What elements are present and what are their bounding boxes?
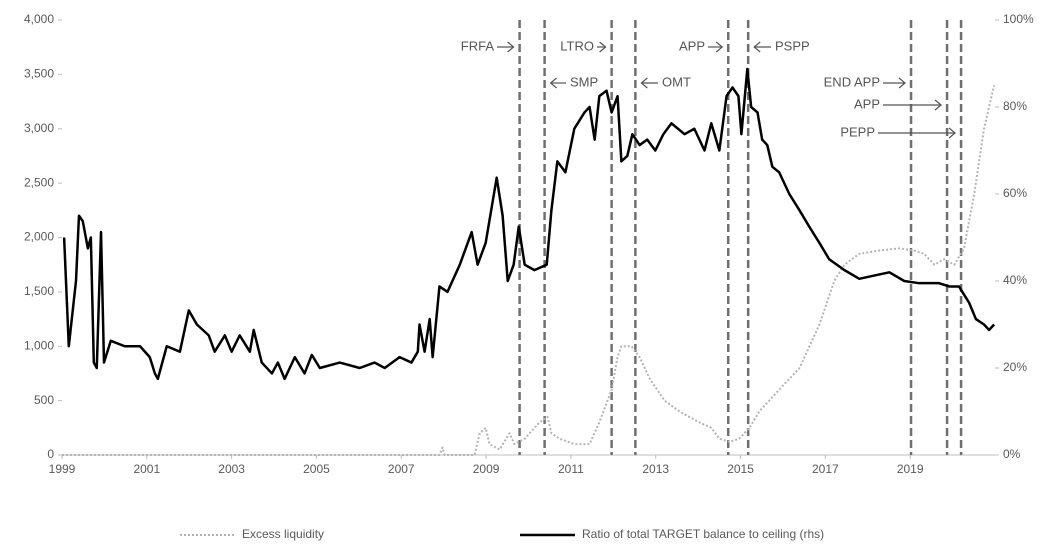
event-arrowhead bbox=[549, 77, 557, 89]
y2-tick-label: 20% bbox=[1003, 360, 1027, 374]
y2-tick-label: 100% bbox=[1003, 12, 1034, 26]
y-tick-label: 2,000 bbox=[24, 230, 54, 244]
y-tick-label: 1,000 bbox=[24, 338, 54, 352]
series-line bbox=[62, 67, 996, 381]
event-label: OMT bbox=[662, 74, 691, 89]
x-tick-label: 2001 bbox=[133, 462, 160, 476]
y-tick-label: 2,500 bbox=[24, 175, 54, 189]
event-arrowhead bbox=[934, 99, 943, 111]
x-tick-label: 2011 bbox=[558, 462, 584, 476]
x-tick-label: 2019 bbox=[897, 462, 924, 476]
x-tick-label: 1999 bbox=[49, 462, 76, 476]
x-tick-label: 2009 bbox=[473, 462, 500, 476]
event-label: FRFA bbox=[461, 38, 495, 53]
event-label: PSPP bbox=[775, 38, 810, 53]
x-tick-label: 2017 bbox=[812, 462, 839, 476]
event-arrowhead bbox=[753, 41, 761, 53]
series-line bbox=[62, 85, 996, 456]
event-label: SMP bbox=[570, 74, 598, 89]
x-tick-label: 2003 bbox=[218, 462, 245, 476]
y2-tick-label: 0% bbox=[1003, 447, 1021, 461]
x-tick-label: 2007 bbox=[388, 462, 415, 476]
event-label: END APP bbox=[824, 74, 880, 89]
y-tick-label: 3,500 bbox=[24, 67, 54, 81]
event-label: APP bbox=[679, 38, 705, 53]
y2-tick-label: 60% bbox=[1003, 186, 1027, 200]
event-arrowhead bbox=[640, 77, 648, 89]
y-tick-label: 500 bbox=[34, 393, 54, 407]
event-arrowhead bbox=[715, 41, 724, 53]
event-arrowhead bbox=[599, 41, 607, 53]
y-tick-label: 0 bbox=[47, 447, 54, 461]
y-tick-label: 3,000 bbox=[24, 121, 54, 135]
x-tick-label: 2005 bbox=[303, 462, 330, 476]
legend-label: Excess liquidity bbox=[242, 527, 324, 541]
y2-tick-label: 80% bbox=[1003, 99, 1027, 113]
y2-tick-label: 40% bbox=[1003, 273, 1027, 287]
y-tick-label: 4,000 bbox=[24, 12, 54, 26]
event-label: LTRO bbox=[560, 38, 594, 53]
event-label: APP bbox=[854, 96, 880, 111]
event-arrowhead bbox=[898, 77, 906, 89]
event-arrowhead bbox=[948, 127, 957, 139]
x-tick-label: 2013 bbox=[642, 462, 669, 476]
event-label: PEPP bbox=[840, 124, 875, 139]
legend-label: Ratio of total TARGET balance to ceiling… bbox=[582, 527, 824, 541]
x-tick-label: 2015 bbox=[727, 462, 754, 476]
y-tick-label: 1,500 bbox=[24, 284, 54, 298]
event-arrowhead bbox=[507, 41, 515, 53]
